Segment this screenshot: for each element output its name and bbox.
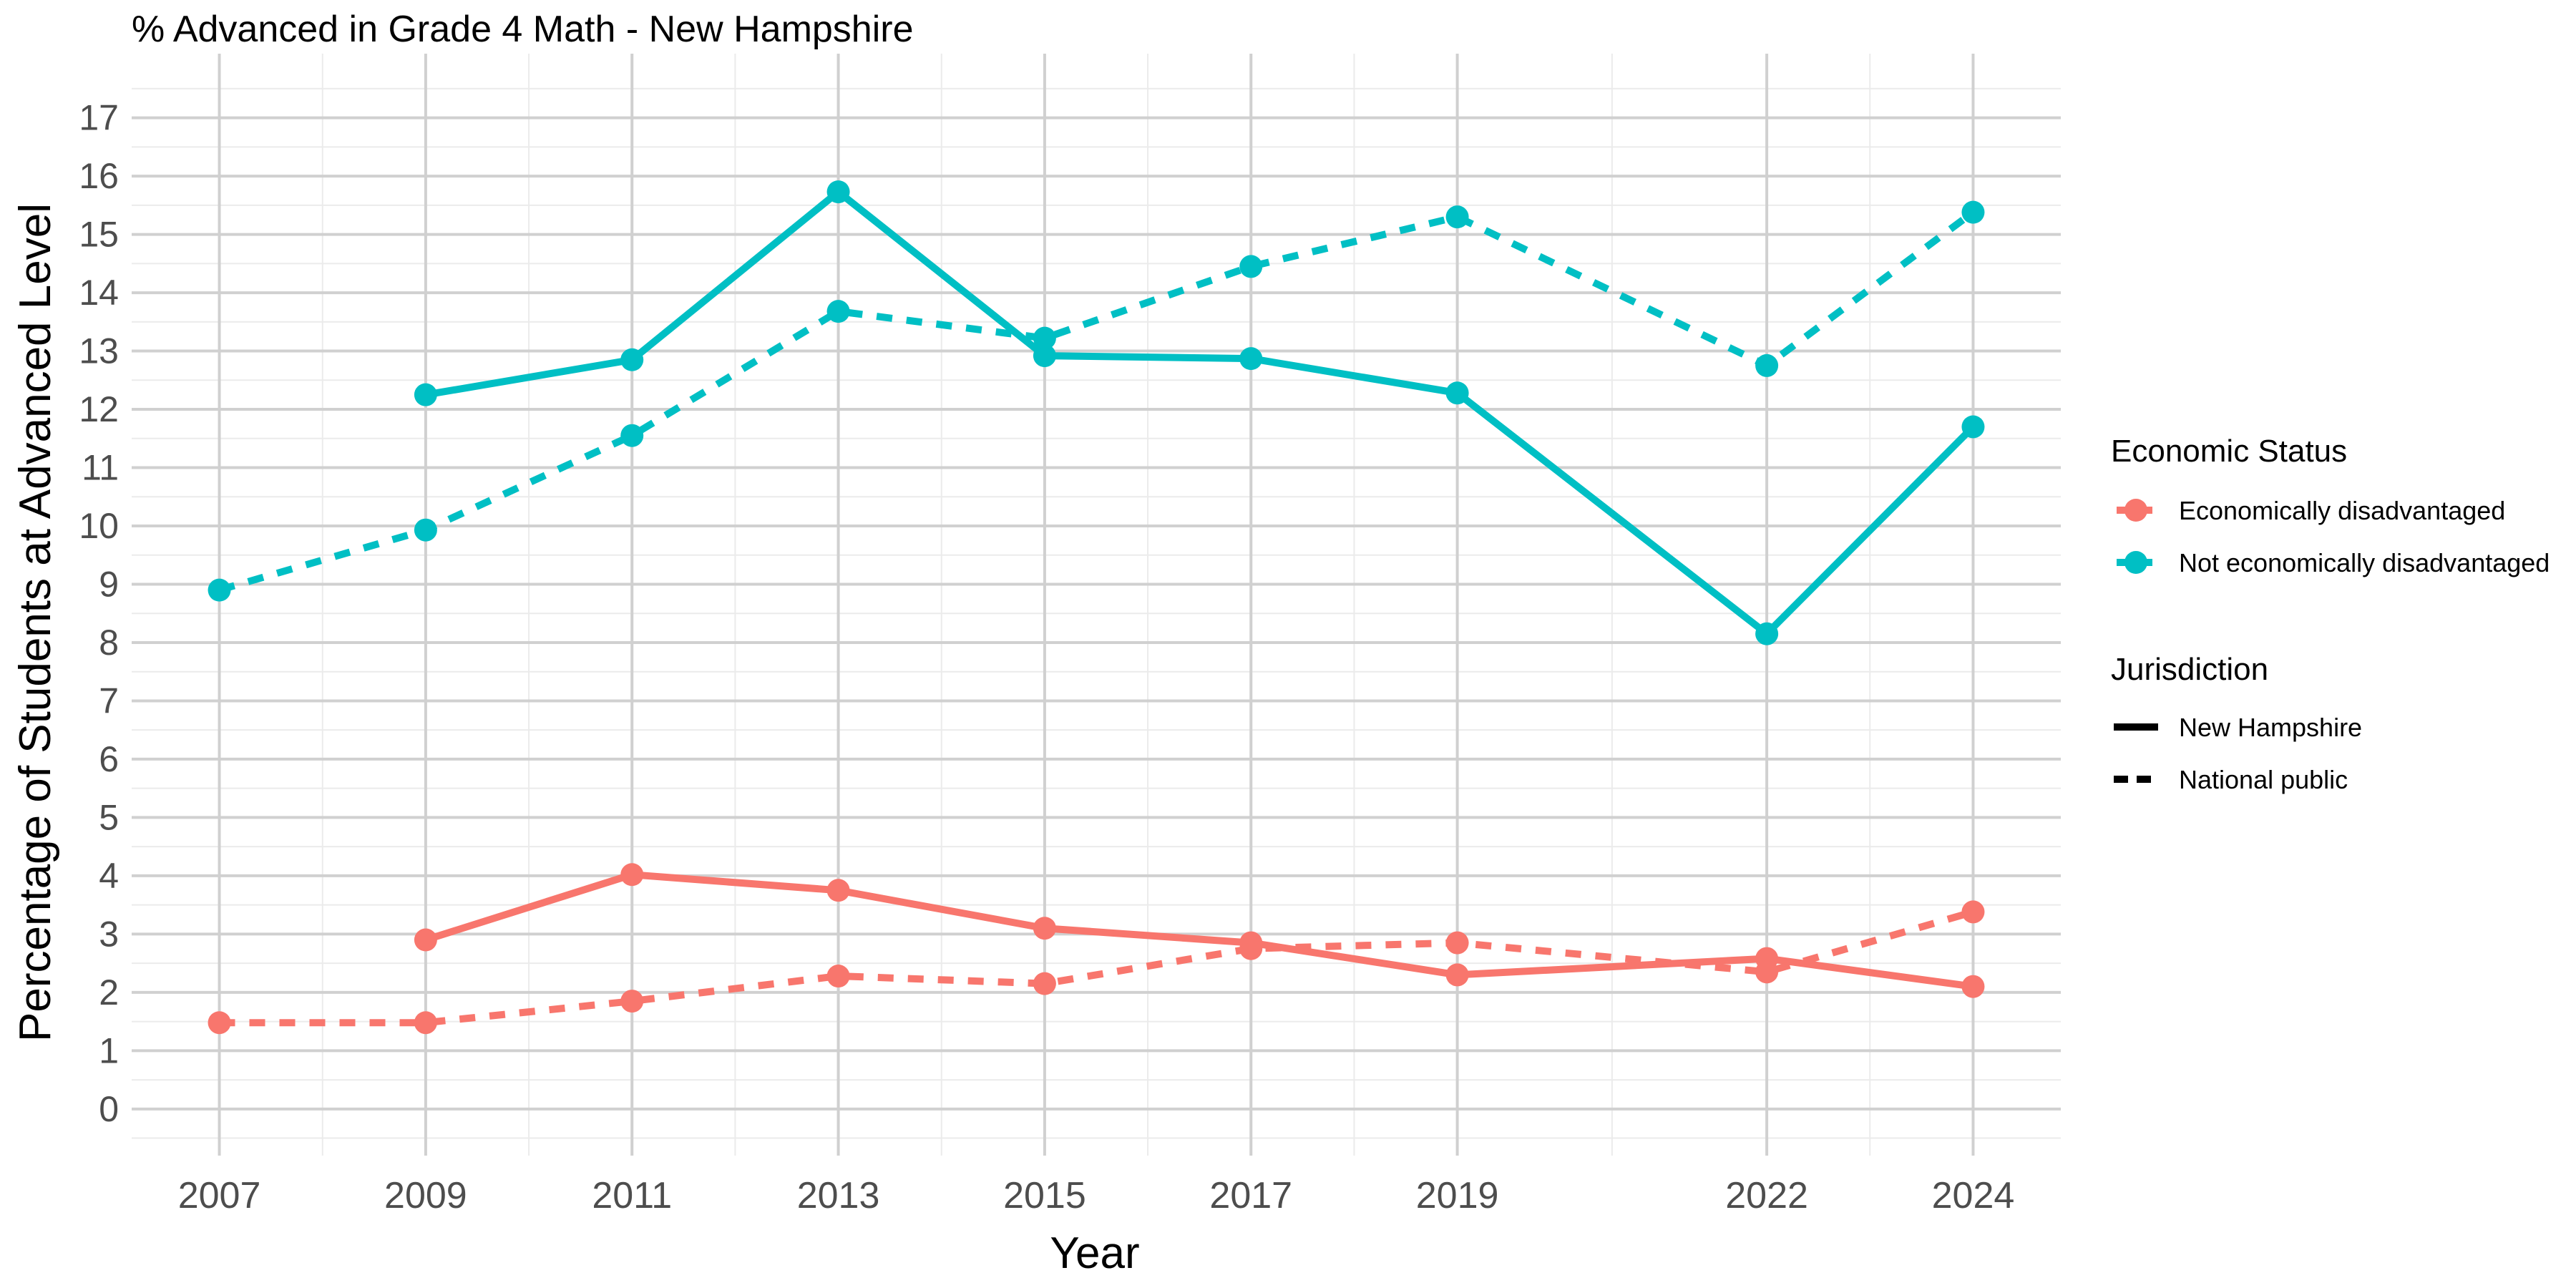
- series-line-not-economically-disadvantaged-new-hampshire: [425, 188, 1976, 638]
- data-point-not-economically-disadvantaged-national-public: [1961, 200, 1985, 224]
- y-tick-label: 1: [99, 1030, 119, 1070]
- x-tick-label: 2009: [384, 1175, 467, 1216]
- data-point-not-economically-disadvantaged-national-public: [1033, 326, 1056, 350]
- data-point-economically-disadvantaged-national-public: [1961, 900, 1985, 924]
- data-point-economically-disadvantaged-new-hampshire: [1445, 963, 1469, 987]
- legend-label: Economically disadvantaged: [2179, 496, 2505, 525]
- data-point-not-economically-disadvantaged-new-hampshire: [414, 383, 437, 406]
- y-tick-label: 2: [99, 972, 119, 1013]
- data-point-economically-disadvantaged-new-hampshire: [826, 879, 850, 902]
- x-axis-tick-labels: 2007 2009 2011 2013 2015 2017 2019 2022 2024: [178, 1175, 2015, 1216]
- x-tick-label: 2015: [1003, 1175, 1086, 1216]
- data-point-not-economically-disadvantaged-national-public: [1755, 353, 1779, 377]
- legend: Economic Status Economically disadvantage…: [2111, 434, 2550, 794]
- data-point-not-economically-disadvantaged-national-public: [1445, 205, 1469, 229]
- y-tick-label: 14: [79, 273, 119, 313]
- y-tick-label: 0: [99, 1089, 119, 1129]
- x-tick-label: 2022: [1725, 1175, 1808, 1216]
- data-point-economically-disadvantaged-new-hampshire: [620, 863, 644, 887]
- data-point-economically-disadvantaged-national-public: [1445, 931, 1469, 955]
- data-point-economically-disadvantaged-national-public: [1033, 972, 1056, 995]
- data-point-economically-disadvantaged-national-public: [208, 1011, 231, 1035]
- x-tick-label: 2019: [1416, 1175, 1499, 1216]
- legend-label: National public: [2179, 765, 2348, 794]
- y-tick-label: 11: [82, 448, 119, 488]
- y-tick-label: 9: [99, 564, 119, 604]
- y-tick-label: 12: [79, 389, 119, 429]
- y-tick-label: 6: [99, 739, 119, 779]
- y-tick-label: 3: [99, 914, 119, 954]
- series-lines: [218, 188, 1976, 1027]
- legend-title-economic-status: Economic Status: [2111, 434, 2347, 469]
- series-points: [208, 180, 1985, 1035]
- data-point-economically-disadvantaged-national-public: [1755, 960, 1779, 984]
- data-point-economically-disadvantaged-national-public: [826, 965, 850, 988]
- data-point-not-economically-disadvantaged-national-public: [620, 424, 644, 447]
- data-point-not-economically-disadvantaged-new-hampshire: [826, 180, 850, 204]
- data-point-not-economically-disadvantaged-new-hampshire: [1033, 344, 1056, 368]
- legend-title-jurisdiction: Jurisdiction: [2111, 652, 2268, 687]
- data-point-not-economically-disadvantaged-national-public: [826, 300, 850, 323]
- y-tick-label: 15: [79, 215, 119, 255]
- data-point-not-economically-disadvantaged-new-hampshire: [1961, 415, 1985, 439]
- legend-label: New Hampshire: [2179, 713, 2362, 742]
- y-axis-title: Percentage of Students at Advanced Level: [11, 203, 60, 1042]
- data-point-economically-disadvantaged-new-hampshire: [1033, 917, 1056, 940]
- chart-title: % Advanced in Grade 4 Math - New Hampshi…: [132, 9, 914, 50]
- x-tick-label: 2013: [797, 1175, 880, 1216]
- y-tick-label: 17: [79, 98, 119, 138]
- data-point-not-economically-disadvantaged-new-hampshire: [620, 348, 644, 371]
- y-tick-label: 4: [99, 856, 119, 896]
- y-tick-label: 7: [99, 680, 119, 721]
- data-point-not-economically-disadvantaged-new-hampshire: [1239, 347, 1263, 371]
- y-tick-label: 8: [99, 623, 119, 663]
- data-point-economically-disadvantaged-national-public: [1239, 937, 1263, 960]
- data-point-not-economically-disadvantaged-new-hampshire: [1755, 622, 1779, 645]
- legend-label: Not economically disadvantaged: [2179, 548, 2550, 577]
- y-tick-label: 13: [79, 331, 119, 371]
- data-point-not-economically-disadvantaged-new-hampshire: [1445, 381, 1469, 405]
- series-line-economically-disadvantaged-new-hampshire: [424, 871, 1974, 990]
- y-tick-label: 16: [79, 156, 119, 196]
- data-point-economically-disadvantaged-new-hampshire: [414, 928, 437, 952]
- x-tick-label: 2017: [1209, 1175, 1292, 1216]
- x-tick-label: 2011: [592, 1175, 672, 1216]
- minor-gridlines: [132, 54, 2061, 1156]
- x-tick-label: 2024: [1932, 1175, 2015, 1216]
- series-line-economically-disadvantaged-national-public: [219, 908, 1974, 1027]
- data-point-not-economically-disadvantaged-national-public: [1239, 255, 1263, 278]
- legend-key-point: [2124, 499, 2147, 522]
- legend-key-point: [2124, 551, 2147, 574]
- data-point-economically-disadvantaged-national-public: [620, 990, 644, 1013]
- x-tick-label: 2007: [178, 1175, 261, 1216]
- data-point-economically-disadvantaged-new-hampshire: [1961, 975, 1985, 998]
- y-tick-label: 10: [79, 506, 119, 546]
- y-tick-label: 5: [99, 797, 119, 837]
- x-axis-title: Year: [1050, 1229, 1139, 1278]
- data-point-not-economically-disadvantaged-national-public: [208, 578, 231, 602]
- data-point-not-economically-disadvantaged-national-public: [414, 518, 437, 542]
- data-point-economically-disadvantaged-national-public: [414, 1011, 437, 1035]
